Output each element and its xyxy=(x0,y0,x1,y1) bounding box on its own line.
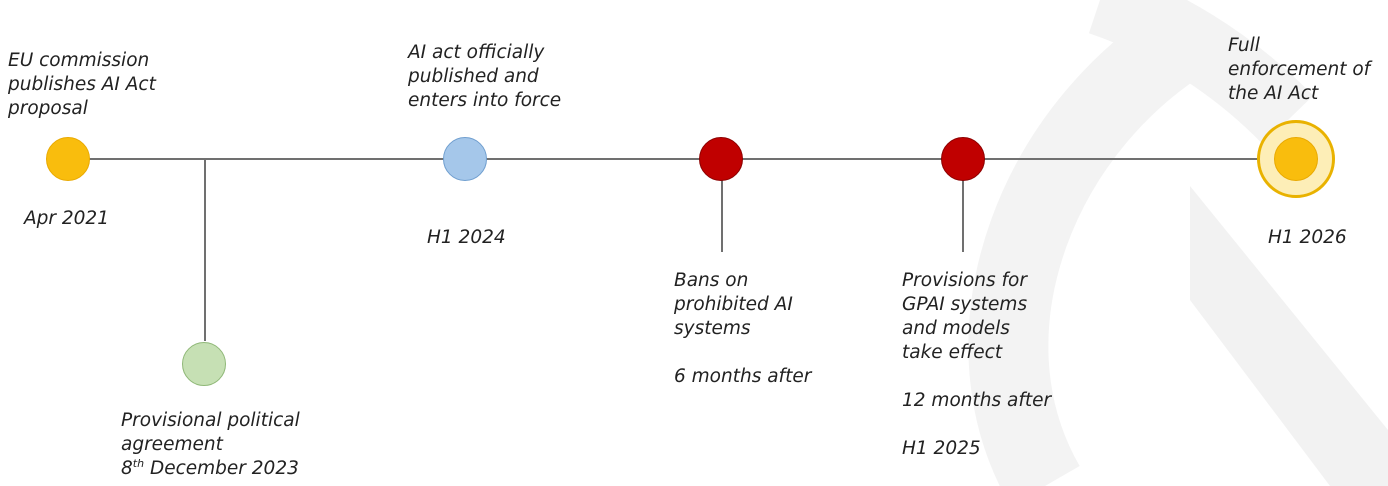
connector-bans xyxy=(721,180,723,252)
title-line: Provisional political xyxy=(121,410,300,431)
connector-agreement xyxy=(204,159,206,341)
date-ordinal: th xyxy=(132,457,145,470)
milestone-date-agreement: 8th December 2023 xyxy=(121,457,300,481)
title-line: Bans on xyxy=(674,270,749,291)
title-line: the AI Act xyxy=(1228,83,1319,104)
milestone-date-gpai: H1 2025 xyxy=(902,438,981,459)
title-line: enforcement of xyxy=(1228,59,1371,80)
spacer xyxy=(674,341,811,365)
title-line: systems xyxy=(674,318,751,339)
title-line: prohibited AI xyxy=(674,294,793,315)
milestone-marker-bans xyxy=(699,137,743,181)
title-line: enters into force xyxy=(408,90,562,111)
title-line: proposal xyxy=(8,98,88,119)
watermark-stroke xyxy=(1190,186,1388,486)
milestone-title-bans: Bans on prohibited AI systems 6 months a… xyxy=(674,269,811,389)
title-line: take effect xyxy=(902,342,1003,363)
title-line: publishes AI Act xyxy=(8,74,156,95)
title-line: AI act officially xyxy=(408,42,545,63)
milestone-title-full-enforcement: Full enforcement of the AI Act xyxy=(1228,34,1370,106)
milestone-date-full-enforcement: H1 2026 xyxy=(1268,227,1347,248)
watermark-arc-inner xyxy=(1088,0,1314,145)
timeline-axis xyxy=(68,158,1298,160)
milestone-note-gpai: 12 months after xyxy=(902,390,1052,411)
spacer xyxy=(902,413,1051,437)
milestone-marker-gpai xyxy=(941,137,985,181)
milestone-marker-proposal xyxy=(46,137,90,181)
milestone-note-bans: 6 months after xyxy=(674,366,812,387)
title-line: GPAI systems xyxy=(902,294,1028,315)
milestone-title-gpai: Provisions for GPAI systems and models t… xyxy=(902,269,1051,461)
date-month-year: December 2023 xyxy=(144,458,299,479)
milestone-marker-full-enforcement xyxy=(1274,137,1318,181)
milestone-title-agreement: Provisional political agreement 8th Dece… xyxy=(121,409,300,481)
title-line: and models xyxy=(902,318,1010,339)
connector-gpai xyxy=(962,180,964,252)
milestone-marker-agreement xyxy=(182,342,226,386)
title-line: published and xyxy=(408,66,539,87)
milestone-marker-entry-into-force xyxy=(443,137,487,181)
title-line: EU commission xyxy=(8,50,150,71)
spacer xyxy=(902,365,1051,389)
milestone-date-entry-into-force: H1 2024 xyxy=(427,227,506,248)
milestone-title-proposal: EU commission publishes AI Act proposal xyxy=(8,49,156,121)
date-day: 8 xyxy=(121,458,133,479)
milestone-date-proposal: Apr 2021 xyxy=(24,208,109,229)
title-line: Provisions for xyxy=(902,270,1027,291)
title-line: Full xyxy=(1228,35,1260,56)
watermark-arc xyxy=(968,0,1221,486)
title-line: agreement xyxy=(121,434,223,455)
milestone-title-entry-into-force: AI act officially published and enters i… xyxy=(408,41,561,113)
